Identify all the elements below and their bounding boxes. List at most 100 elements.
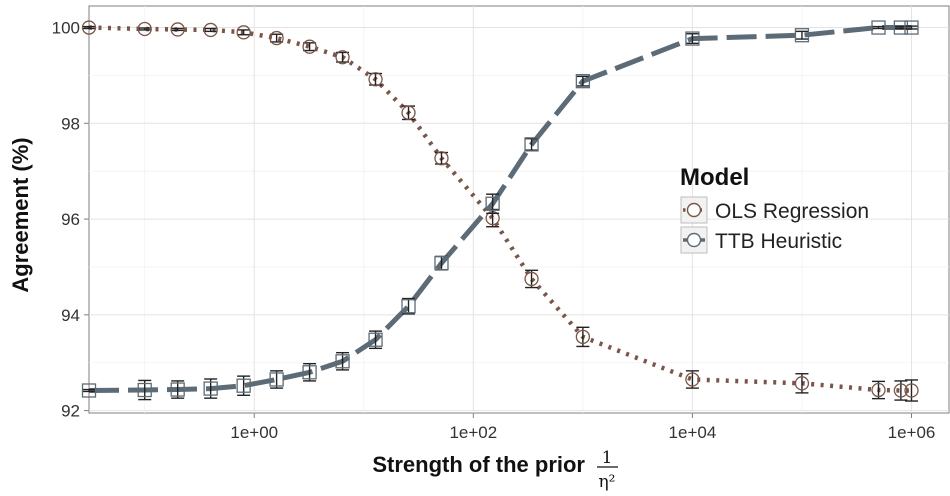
point-marker (524, 137, 539, 152)
y-tick-label: 94 (61, 306, 80, 325)
data-point (685, 370, 700, 389)
x-axis-title: Strength of the prior (372, 452, 585, 477)
legend-item-ttb: TTB Heuristic (680, 226, 842, 254)
data-point (203, 22, 218, 38)
legend-title: Model (680, 164, 749, 191)
data-point (368, 72, 383, 87)
point-marker (170, 22, 185, 37)
series-ols (81, 20, 919, 402)
data-point (368, 330, 383, 350)
point-marker (203, 381, 218, 396)
legend-item-ols: OLS Regression (680, 196, 869, 224)
x-axis-fraction-denominator: η² (599, 472, 616, 492)
data-point (685, 31, 700, 46)
data-point (302, 362, 317, 382)
data-point (794, 28, 810, 43)
data-point (170, 380, 185, 399)
point-marker (434, 255, 449, 271)
y-axis-title: Agreement (%) (8, 137, 33, 292)
point-marker (236, 25, 251, 40)
point-marker (368, 72, 383, 87)
point-marker (335, 354, 350, 369)
point-marker (524, 271, 539, 287)
point-marker (575, 74, 591, 89)
point-marker (794, 376, 810, 391)
data-point (236, 375, 251, 396)
y-tick-label: 98 (61, 114, 80, 133)
data-point (524, 137, 539, 152)
point-marker (302, 365, 317, 380)
point-marker (236, 378, 251, 393)
data-point (81, 20, 97, 35)
data-point (170, 22, 185, 37)
legend: Model OLS Regression TTB Heuristic (680, 164, 869, 254)
data-point (401, 297, 416, 315)
x-tick-label: 1e+06 (888, 423, 936, 442)
data-point (893, 380, 909, 401)
point-marker (368, 332, 383, 347)
point-marker (401, 105, 416, 120)
series-ttb (81, 20, 919, 401)
point-marker (685, 31, 700, 46)
series-layer (81, 20, 919, 402)
data-point (575, 326, 591, 348)
data-point (236, 25, 251, 40)
point-marker (335, 50, 350, 65)
point-marker (434, 151, 449, 166)
point-marker (871, 20, 886, 35)
data-point (904, 379, 919, 402)
y-tick-label: 100 (52, 19, 80, 38)
point-marker (893, 383, 909, 398)
point-marker (893, 20, 909, 35)
legend-marker-ols (686, 202, 702, 218)
data-point (203, 378, 218, 399)
data-point (485, 193, 500, 215)
x-axis-fraction-numerator: 1 (602, 448, 613, 468)
point-marker (794, 28, 810, 43)
point-marker (685, 372, 700, 387)
data-point (871, 20, 886, 35)
data-point (401, 105, 416, 121)
point-marker (137, 382, 152, 398)
data-point (794, 373, 810, 394)
data-point (137, 379, 152, 401)
y-tick-label: 96 (61, 210, 80, 229)
axes: 92 94 96 98 100 1e+00 1e+02 1e+04 1e+06 (52, 19, 936, 442)
x-tick-label: 1e+04 (669, 423, 717, 442)
legend-marker-ttb (686, 232, 702, 248)
point-marker (269, 372, 284, 387)
point-marker (203, 22, 218, 38)
data-point (434, 151, 449, 166)
data-point (335, 50, 350, 65)
data-point (575, 74, 591, 89)
data-point (81, 383, 97, 398)
point-marker (302, 39, 317, 54)
x-axis-title-group: Strength of the prior 1 η² (372, 448, 618, 492)
data-point (524, 269, 539, 289)
data-point (302, 39, 317, 54)
point-marker (871, 382, 886, 398)
point-marker (904, 20, 919, 35)
data-point (871, 380, 886, 400)
point-marker (485, 196, 500, 211)
legend-label-ols: OLS Regression (715, 200, 869, 223)
x-tick-label: 1e+00 (230, 423, 278, 442)
data-point (269, 370, 284, 389)
point-marker (81, 383, 97, 398)
data-point (904, 20, 919, 35)
point-marker (170, 382, 185, 397)
legend-label-ttb: TTB Heuristic (715, 230, 842, 253)
point-marker (81, 20, 97, 35)
point-marker (575, 329, 591, 345)
point-marker (137, 21, 152, 37)
point-marker (904, 383, 919, 398)
data-point (269, 30, 284, 46)
y-tick-label: 92 (61, 402, 80, 421)
point-marker (269, 30, 284, 46)
data-point (137, 21, 152, 37)
data-point (335, 351, 350, 371)
point-marker (401, 299, 416, 314)
data-point (434, 255, 449, 271)
plot-panel (88, 5, 950, 414)
